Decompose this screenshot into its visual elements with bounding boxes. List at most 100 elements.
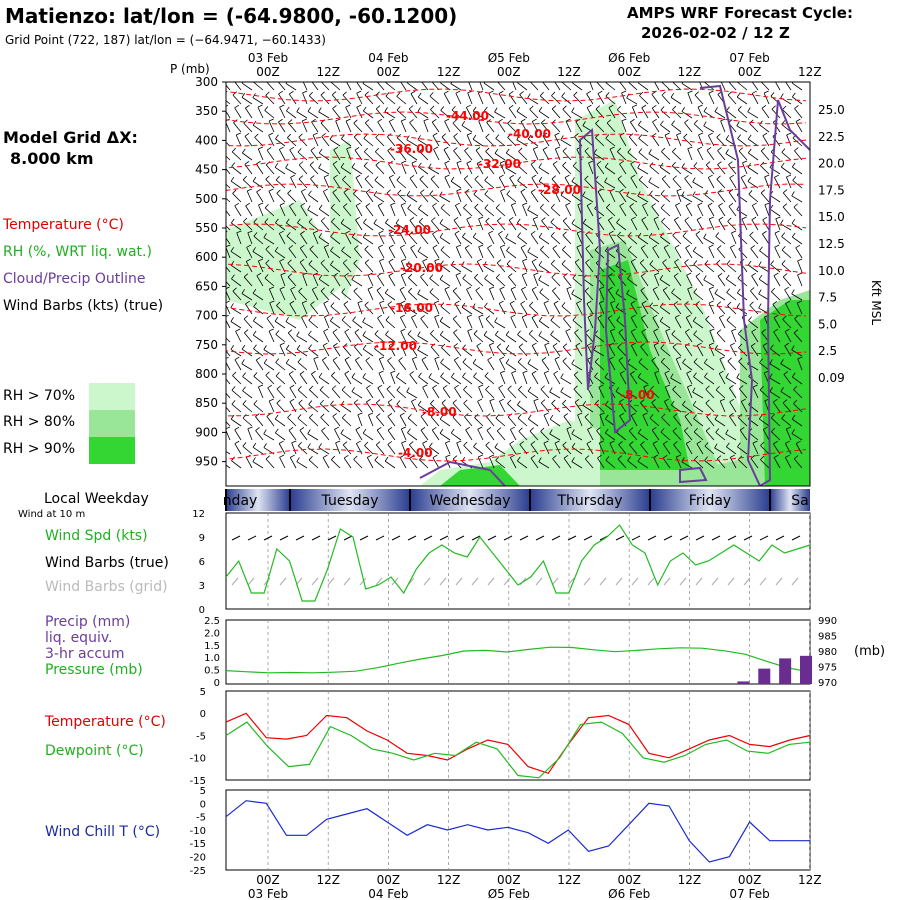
wind-barb-flag: [610, 328, 616, 332]
wind-barb: [681, 461, 693, 469]
wind-barb: [243, 122, 253, 133]
wind-barb-flag: [552, 245, 558, 249]
wind-barb: [726, 319, 737, 329]
wind-barb: [385, 222, 396, 231]
wind-barb: [562, 346, 572, 357]
wind-barb: [649, 166, 660, 175]
wind-barb-flag: [785, 454, 790, 458]
wind-barb-flag: [597, 314, 603, 319]
precip-bar: [758, 668, 771, 684]
wind-barb-flag: [584, 175, 589, 180]
wind-barb: [226, 121, 231, 133]
wind-barb: [242, 152, 253, 161]
wind-barb: [670, 97, 682, 105]
wind-barb: [508, 219, 517, 231]
wind-barb-flag: [395, 218, 400, 224]
wind-barb: [584, 458, 594, 469]
wind-barb-flag: [653, 328, 659, 332]
wind-barb-flag: [687, 384, 693, 388]
wind-barb-flag: [637, 428, 642, 434]
wind-barb: [586, 443, 594, 455]
wind-barb: [640, 275, 649, 287]
wind-barb: [552, 163, 561, 175]
wind-barb-flag: [423, 118, 429, 122]
wind-barb: [264, 222, 275, 231]
top-date-label: 07 Feb: [729, 51, 769, 65]
wind-barb-flag: [333, 174, 338, 179]
wind-barb: [562, 445, 572, 455]
pressure-tick-label: 975: [818, 663, 837, 674]
wind-barb-flag: [782, 189, 788, 194]
wind-barb: [299, 261, 308, 273]
wind-barb: [362, 236, 374, 245]
wind-barb: [274, 167, 286, 175]
wind-barb: [521, 274, 528, 287]
wind-barb-flag: [571, 289, 575, 295]
wind-barb: [748, 152, 759, 161]
wind-barb-flag: [695, 273, 701, 277]
wind-barb-flag: [409, 119, 414, 123]
wind-barb-flag: [715, 428, 720, 433]
wind-barb-flag: [739, 426, 745, 431]
wind-barb-flag: [231, 147, 236, 153]
wind-barb: [630, 121, 638, 133]
wind-barb-flag: [541, 217, 546, 221]
wind-barb: [549, 391, 561, 399]
wind-barb: [466, 316, 473, 329]
wind-barb: [541, 360, 550, 371]
wind-barb-flag: [226, 286, 230, 290]
wind-barb: [517, 334, 528, 343]
wind-barb-flag: [736, 92, 741, 98]
wind-barb-flag: [604, 177, 608, 183]
wind-barb: [478, 246, 484, 259]
wind-barb: [759, 250, 770, 259]
wind-barb: [266, 416, 275, 427]
wind-barb-flag: [596, 78, 600, 81]
wind-barb-flag: [406, 303, 410, 308]
wind-barb: [268, 190, 275, 203]
wind-barb: [342, 346, 352, 357]
wind-barb-flag: [266, 146, 272, 151]
wind-barb-flag: [365, 203, 371, 207]
wind-barb-flag: [418, 162, 422, 168]
wind-barb: [320, 94, 330, 105]
wind-barb: [252, 251, 264, 259]
wind-barb: [562, 249, 572, 259]
wind-barb-flag: [280, 272, 286, 276]
wind-barb: [226, 361, 231, 371]
wind-barb: [585, 234, 594, 245]
wind-barb-flag: [364, 175, 370, 180]
height-tick-label: 10.0: [818, 264, 845, 278]
wind-barb: [386, 388, 396, 399]
wind-barb: [332, 108, 341, 119]
wind-barb-flag: [575, 342, 581, 347]
wind-barb: [309, 164, 319, 175]
wind-barb-flag: [694, 455, 699, 460]
wind-barb-flag: [324, 244, 330, 248]
wind-barb: [784, 345, 792, 357]
wind-barb-flag: [234, 440, 240, 445]
wind-barb: [266, 82, 275, 91]
pressure-tick-label: 600: [195, 250, 218, 264]
wind-barb-flag: [265, 371, 270, 376]
wind-barb: [255, 430, 264, 441]
wind-barb: [731, 232, 737, 245]
wind-barb-flag: [751, 216, 757, 221]
wind-barb: [275, 179, 286, 189]
wind-barb-flag: [747, 260, 752, 266]
wind-barb: [309, 389, 319, 399]
wind-barb: [687, 148, 693, 161]
wind-barb-flag: [368, 412, 374, 416]
wind-barb-flag: [230, 414, 235, 420]
wind-barb-flag: [627, 232, 632, 237]
wind-barb: [230, 251, 242, 259]
wind-barb-flag: [725, 274, 730, 280]
wind-barb-flag: [541, 119, 546, 124]
wind-barb: [716, 332, 726, 343]
wind-barb: [318, 167, 330, 175]
wind-barb: [417, 404, 429, 413]
wind-barb: [618, 444, 627, 455]
wind-barb-flag: [411, 314, 417, 318]
wind-barb: [606, 207, 616, 217]
wind-barb: [463, 178, 473, 189]
